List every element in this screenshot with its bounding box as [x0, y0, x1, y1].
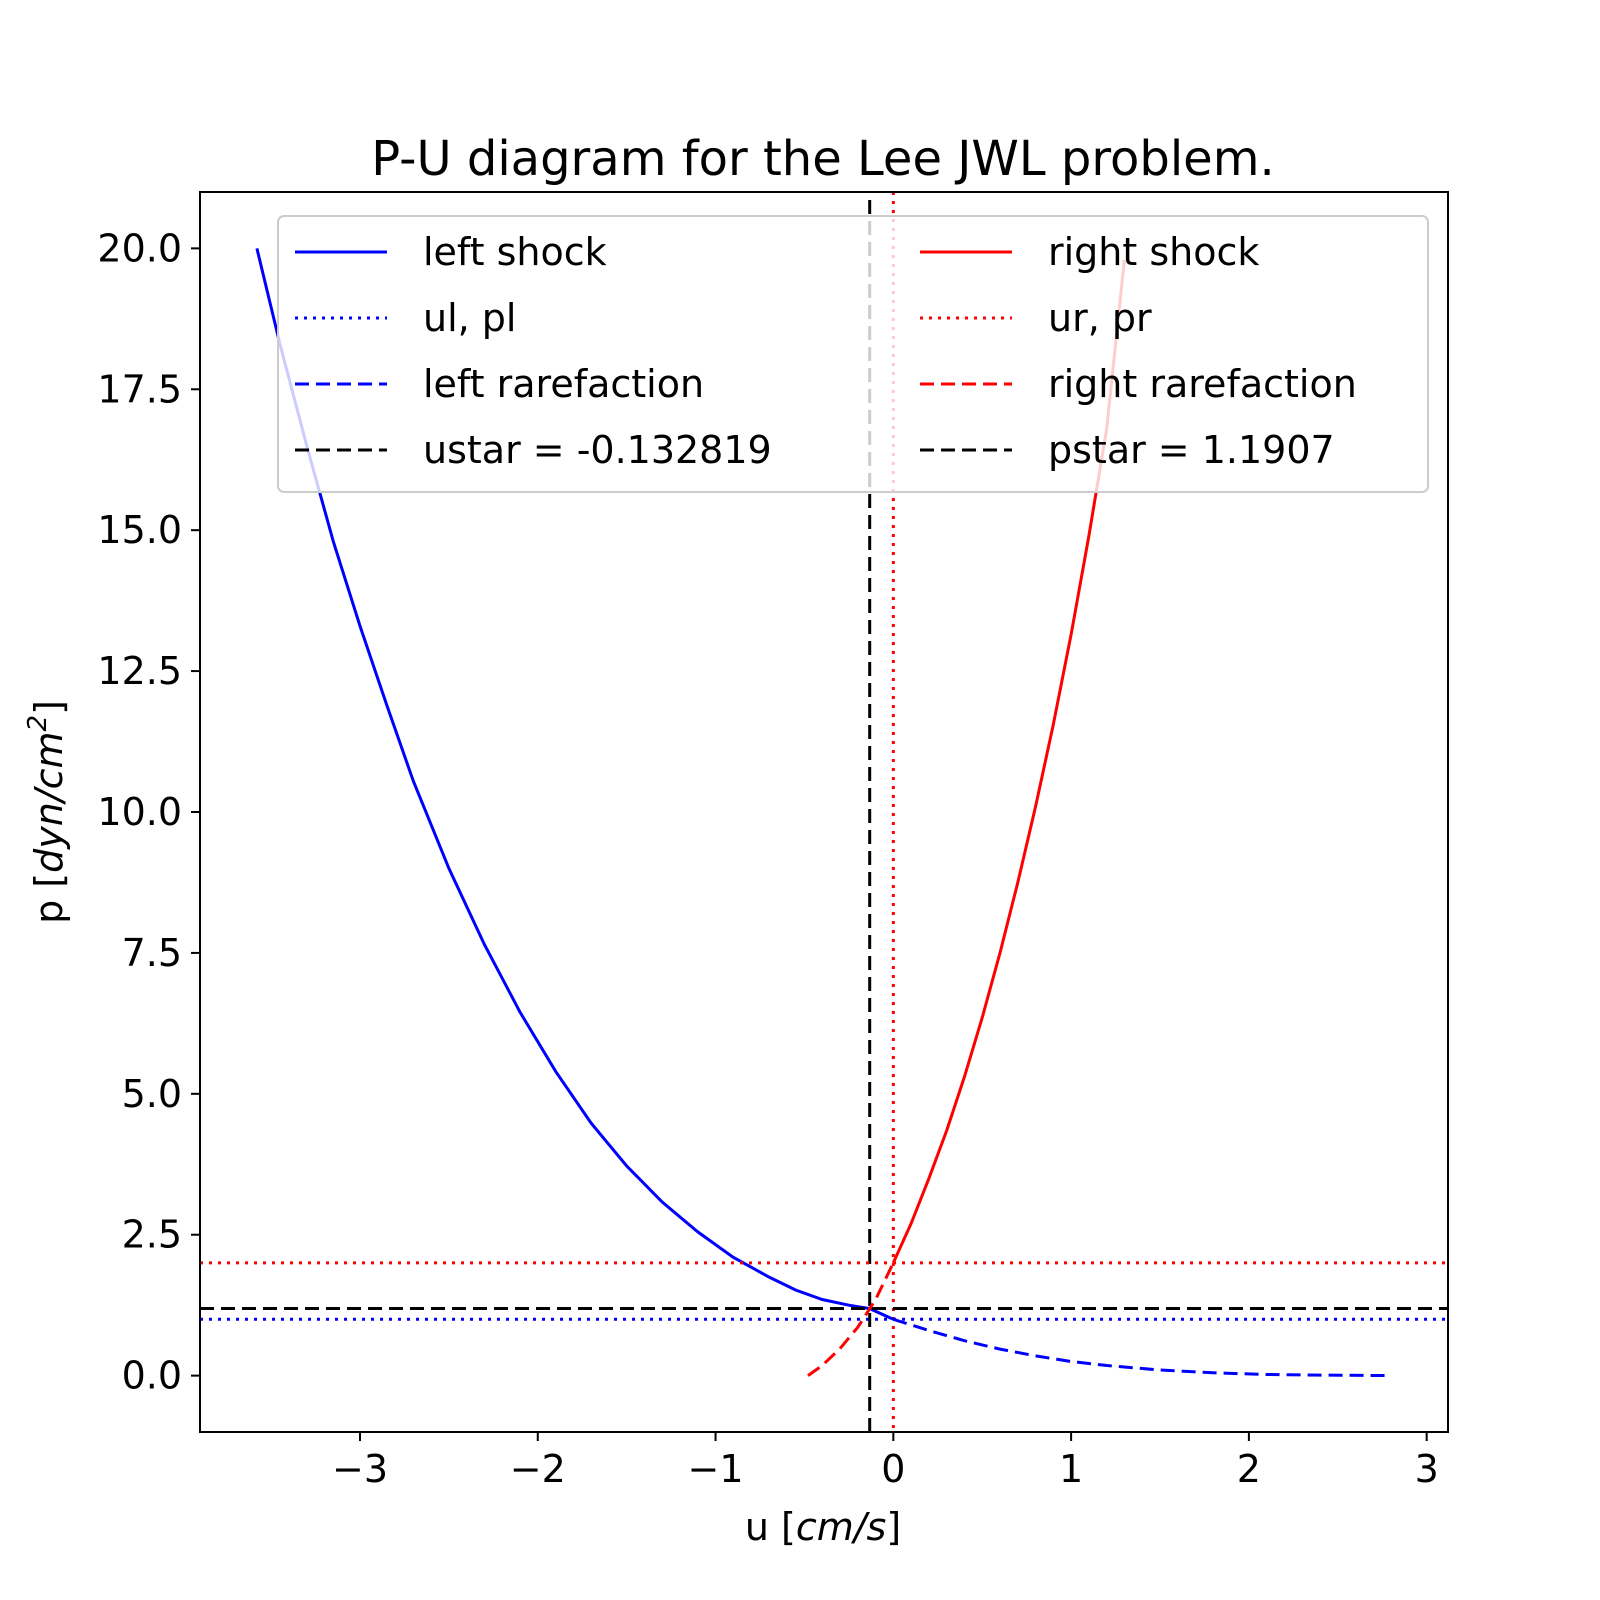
x-tick-label: −1 — [688, 1447, 744, 1491]
y-tick-label: 10.0 — [97, 790, 182, 834]
series-line-4 — [891, 259, 1126, 1264]
y-tick-label: 15.0 — [97, 508, 182, 552]
series-line-0 — [255, 248, 894, 1321]
legend-label: ur, pr — [1048, 296, 1152, 340]
series-line-6 — [807, 1262, 895, 1377]
legend-label: ul, pl — [423, 296, 516, 340]
legend-label: left rarefaction — [423, 362, 704, 406]
chart-title: P-U diagram for the Lee JWL problem. — [371, 131, 1274, 187]
x-tick-label: 2 — [1237, 1447, 1261, 1491]
x-tick-label: −3 — [332, 1447, 388, 1491]
legend-box — [277, 215, 1429, 493]
legend-label: ustar = -0.132819 — [423, 428, 772, 472]
series-line-2 — [892, 1317, 1392, 1378]
x-tick-label: −2 — [510, 1447, 566, 1491]
y-tick-label: 12.5 — [97, 649, 182, 693]
legend-label: pstar = 1.1907 — [1048, 428, 1335, 472]
y-tick-label: 17.5 — [97, 367, 182, 411]
legend-label: right rarefaction — [1048, 362, 1357, 406]
x-tick-label: 0 — [881, 1447, 905, 1491]
y-tick-label: 2.5 — [122, 1213, 182, 1257]
y-axis-label: p [dyn/cm2] — [23, 700, 71, 924]
y-axis-ticks: 0.0 2.5 5.0 7.5 10.0 12.5 15.0 17.5 20.0 — [97, 226, 200, 1398]
x-axis-ticks: −3 −2 −1 0 1 2 3 — [332, 1432, 1439, 1491]
x-tick-label: 3 — [1415, 1447, 1439, 1491]
legend-label: right shock — [1048, 230, 1259, 274]
y-tick-label: 7.5 — [122, 931, 182, 975]
x-axis-label: u [cm/s] — [745, 1505, 901, 1549]
legend-label: left shock — [423, 230, 607, 274]
x-tick-label: 1 — [1059, 1447, 1083, 1491]
y-tick-label: 0.0 — [122, 1354, 182, 1398]
y-tick-label: 20.0 — [97, 226, 182, 270]
legend: left shock ul, pl left rarefaction ustar = … — [277, 215, 1429, 493]
y-tick-label: 5.0 — [122, 1072, 182, 1116]
